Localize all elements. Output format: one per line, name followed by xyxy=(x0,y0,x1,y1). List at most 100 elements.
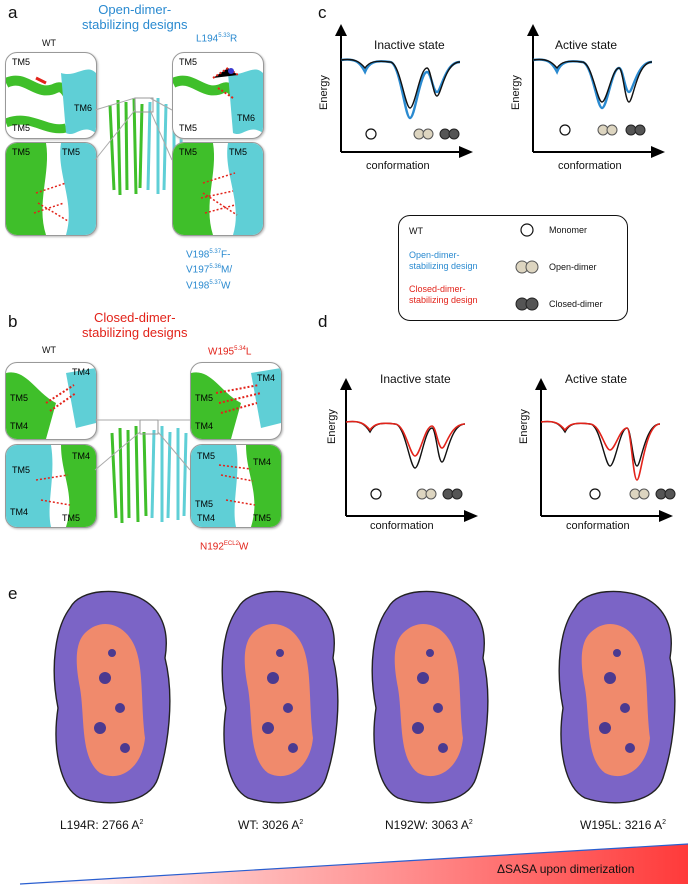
curve-closed-design xyxy=(345,420,466,457)
surface-label-n192w: N192W: 3063 A2 xyxy=(385,818,473,832)
surface-wt xyxy=(221,590,339,804)
tm5-label: TM5 xyxy=(12,123,30,133)
legend-wt: WT xyxy=(409,226,423,236)
sasa-gradient-wedge xyxy=(19,843,689,885)
panel-a-box-mut-bottom: TM5 TM5 xyxy=(172,142,264,236)
curve-wt xyxy=(532,58,653,103)
legend-box: WT Open-dimer- stabilizing design Closed… xyxy=(398,215,628,321)
tm5-label: TM5 xyxy=(229,147,247,157)
panel-b-title: Closed-dimer- stabilizing designs xyxy=(82,310,188,340)
panel-b-box-wt-top: TM4 TM5 TM4 xyxy=(5,362,97,440)
tm5-label: TM5 xyxy=(253,513,271,523)
legend-monomer: Monomer xyxy=(549,225,588,235)
helix-structure-icon xyxy=(173,66,263,135)
tm4-label: TM4 xyxy=(10,421,28,431)
panel-b-mutation-top: W1955.34L xyxy=(208,346,252,358)
panel-c-left-title: Inactive state xyxy=(374,38,445,52)
legend-closed-dimer: Closed-dimer xyxy=(549,299,603,309)
tm5-label: TM5 xyxy=(62,147,80,157)
closed-dimer-icon xyxy=(451,488,463,500)
tm4-label: TM4 xyxy=(72,367,90,377)
panel-c-right-plot xyxy=(527,24,665,158)
panel-a-title: Open-dimer- stabilizing designs xyxy=(82,2,188,32)
tm5-label: TM5 xyxy=(195,393,213,403)
curve-open-design xyxy=(532,58,653,110)
panel-c-right-title: Active state xyxy=(555,38,618,52)
panel-c-right-ylabel: Energy xyxy=(510,75,522,110)
surface-l194r xyxy=(53,590,171,804)
legend-markers xyxy=(515,223,539,311)
surface-w195l xyxy=(558,590,676,804)
legend-open-design: Open-dimer- stabilizing design xyxy=(409,250,478,271)
panel-c-left-xlabel: conformation xyxy=(366,160,430,172)
panel-d-left-title: Inactive state xyxy=(380,372,451,386)
panel-e-letter: e xyxy=(8,584,18,603)
panel-a-mutation-top: L1945.33R xyxy=(196,33,238,45)
tm4-label: TM4 xyxy=(253,457,271,467)
panel-b-wt-label: WT xyxy=(42,345,56,355)
panel-c-letter: c xyxy=(318,3,327,22)
helix-structure-icon xyxy=(6,445,96,527)
curve-wt xyxy=(345,420,466,469)
tm5-label: TM5 xyxy=(179,123,197,133)
surface-structures xyxy=(53,590,676,804)
legend-closed-design: Closed-dimer- stabilizing design xyxy=(409,284,478,305)
panel-a-wt-label: WT xyxy=(42,38,56,48)
closed-dimer-icon xyxy=(664,488,676,500)
tm5-label: TM5 xyxy=(62,513,80,523)
panel-a-box-wt-bottom: TM5 TM5 xyxy=(5,142,97,236)
panel-a-box-wt-top: TM5 TM5 TM6 xyxy=(5,52,97,139)
tm5-label: TM5 xyxy=(12,465,30,475)
helix-structure-icon xyxy=(6,69,96,135)
tm5-label: TM5 xyxy=(179,147,197,157)
open-dimer-icon xyxy=(638,488,650,500)
panel-b-letter: b xyxy=(8,312,18,331)
helix-structure-icon xyxy=(173,143,263,235)
panel-d-left-plot xyxy=(340,378,478,522)
tm5-label: TM5 xyxy=(12,57,30,67)
panel-d-right-plot xyxy=(535,378,676,522)
panel-d-left-xlabel: conformation xyxy=(370,520,434,532)
panel-d-right-ylabel: Energy xyxy=(518,409,530,444)
tm4-label: TM4 xyxy=(257,373,275,383)
helix-structure-icon xyxy=(6,143,96,235)
panel-b-box-mut-bottom: TM5 TM4 TM5 TM4 TM5 xyxy=(190,444,282,528)
open-dimer-icon xyxy=(606,124,618,136)
tm6-label: TM6 xyxy=(237,113,255,123)
tm4-label: TM4 xyxy=(195,421,213,431)
tm5-label: TM5 xyxy=(12,147,30,157)
tm4-label: TM4 xyxy=(72,451,90,461)
monomer-icon xyxy=(589,488,601,500)
panel-d-right-xlabel: conformation xyxy=(566,520,630,532)
closed-dimer-icon xyxy=(525,297,539,311)
open-dimer-icon xyxy=(425,488,437,500)
monomer-icon xyxy=(365,128,377,140)
panel-d-letter: d xyxy=(318,312,328,331)
panel-b-mutation-bottom: N192ECL2W xyxy=(200,541,249,553)
tm5-label: TM5 xyxy=(195,499,213,509)
tm4-label: TM4 xyxy=(197,513,215,523)
surface-n192w xyxy=(371,590,489,804)
legend-open-dimer: Open-dimer xyxy=(549,262,597,272)
helix-structure-icon xyxy=(6,368,96,439)
panel-c-left-ylabel: Energy xyxy=(318,75,330,110)
sasa-gradient-label: ΔSASA upon dimerization xyxy=(497,862,635,876)
tm4-label: TM4 xyxy=(10,507,28,517)
surface-label-w195l: W195L: 3216 A2 xyxy=(580,818,666,832)
monomer-icon xyxy=(520,223,534,237)
surface-label-wt: WT: 3026 A2 xyxy=(238,818,304,832)
tm5-label: TM5 xyxy=(179,57,197,67)
curve-open-design xyxy=(340,58,461,120)
panel-b-box-mut-top: TM4 TM5 TM4 xyxy=(190,362,282,440)
closed-dimer-icon xyxy=(448,128,460,140)
panel-c-right-xlabel: conformation xyxy=(558,160,622,172)
closed-dimer-icon xyxy=(634,124,646,136)
open-dimer-icon xyxy=(525,260,539,274)
curve-wt xyxy=(540,420,661,467)
helix-structure-icon xyxy=(191,368,281,439)
surface-label-l194r: L194R: 2766 A2 xyxy=(60,818,144,832)
dimer-structure-icon xyxy=(110,419,188,524)
tm5-label: TM5 xyxy=(197,451,215,461)
